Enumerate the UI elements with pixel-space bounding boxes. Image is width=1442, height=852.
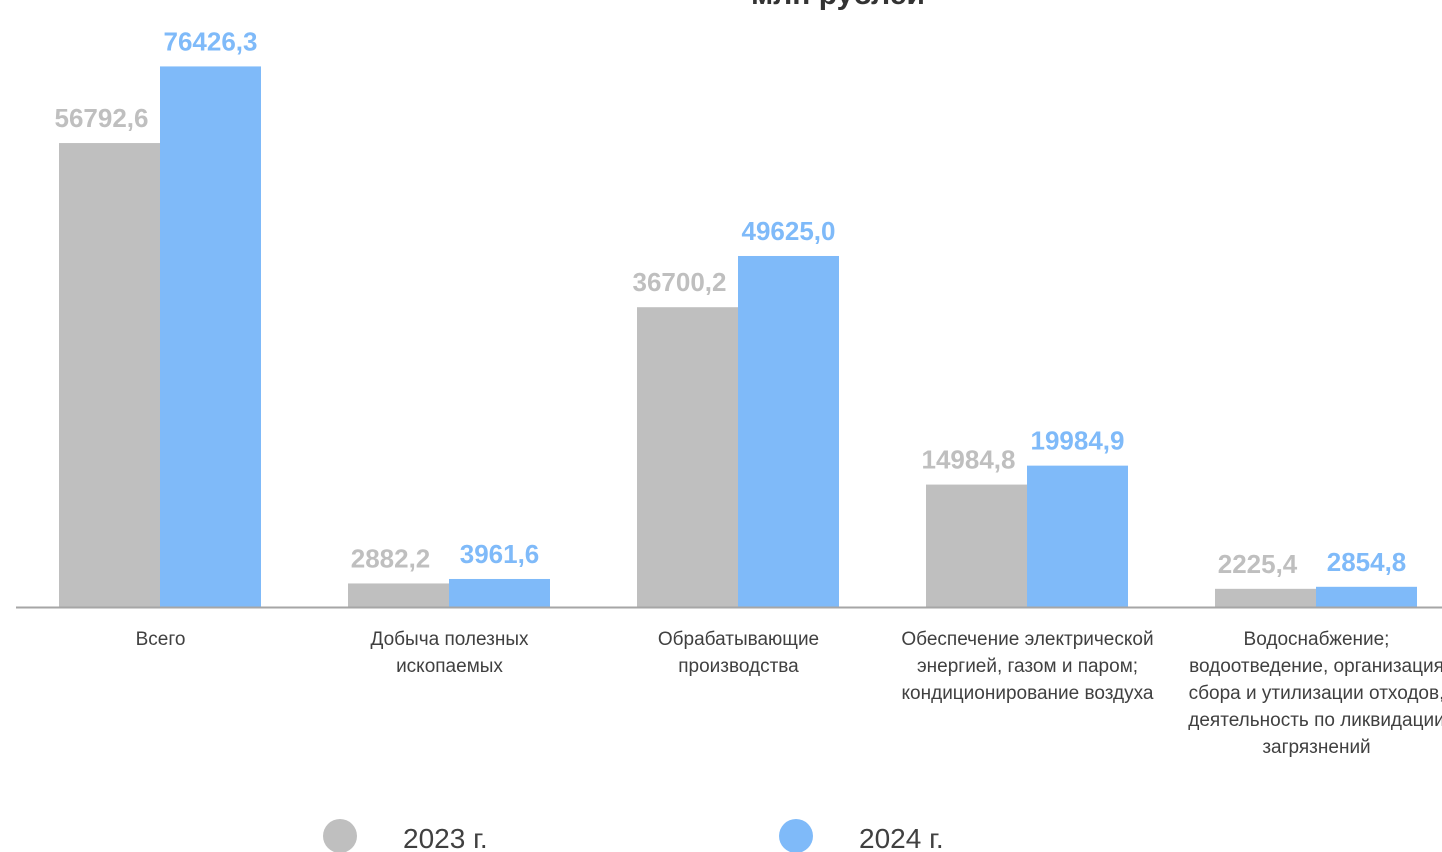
legend-marker bbox=[779, 819, 813, 852]
bar bbox=[1215, 588, 1316, 607]
bar bbox=[637, 307, 738, 607]
value-label: 49625,0 bbox=[742, 216, 836, 246]
x-tick-label: Обеспечение электрической энергией, газо… bbox=[901, 629, 1154, 704]
value-label: 3961,6 bbox=[460, 539, 540, 569]
bar bbox=[1027, 465, 1128, 607]
value-label: 36700,2 bbox=[633, 267, 727, 297]
value-label: 2854,8 bbox=[1327, 547, 1407, 577]
chart-title: млн рублей bbox=[751, 0, 925, 11]
bar bbox=[59, 143, 160, 607]
legend-label: 2024 г. bbox=[859, 823, 944, 852]
x-tick-label: Водоснабжение; водоотведение, организаци… bbox=[1188, 629, 1442, 758]
x-tick-label: Обрабатывающие производства bbox=[657, 629, 820, 677]
value-label: 14984,8 bbox=[922, 445, 1016, 475]
value-label: 56792,6 bbox=[55, 103, 149, 133]
x-tick-label: Добыча полезных ископаемых bbox=[370, 629, 529, 677]
value-label: 76426,3 bbox=[164, 26, 258, 56]
x-tick-label: Всего bbox=[135, 629, 186, 650]
bar bbox=[348, 583, 449, 607]
bar bbox=[449, 578, 550, 607]
legend-marker bbox=[323, 819, 357, 852]
value-label: 2225,4 bbox=[1218, 549, 1298, 579]
bar bbox=[1316, 586, 1417, 607]
bar bbox=[738, 255, 839, 607]
value-label: 2882,2 bbox=[351, 543, 431, 573]
legend-label: 2023 г. bbox=[403, 823, 488, 852]
bar bbox=[160, 66, 261, 608]
bar bbox=[926, 484, 1027, 607]
value-label: 19984,9 bbox=[1031, 426, 1125, 456]
